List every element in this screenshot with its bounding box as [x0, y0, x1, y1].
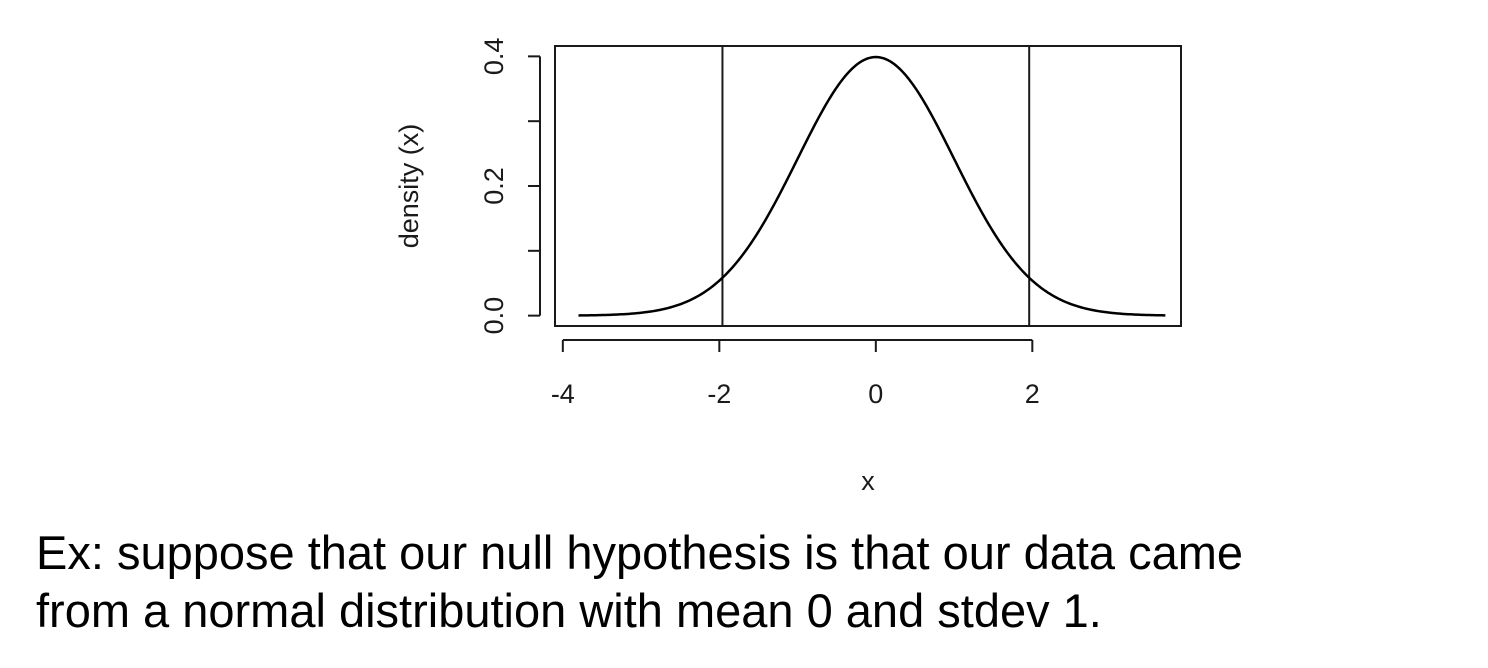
caption: Ex: suppose that our null hypothesis is …	[36, 524, 1476, 640]
y-tick-label: 0.4	[479, 38, 509, 76]
plot-frame	[554, 45, 1182, 327]
density-chart: -4 -2 0 2 0.0 0.2 0.4 x density (x)	[394, 38, 1182, 496]
x-tick-label: 0	[868, 379, 883, 409]
density-curve	[578, 55, 1166, 317]
caption-line-1: Ex: suppose that our null hypothesis is …	[36, 526, 1244, 579]
x-tick-label: -2	[707, 379, 731, 409]
y-tick-label: 0.0	[479, 297, 509, 335]
y-axis-label: density (x)	[394, 124, 424, 249]
x-tick-label: -4	[551, 379, 575, 409]
x-axis-label: x	[861, 466, 875, 496]
y-tick-label: 0.2	[479, 167, 509, 205]
y-axis: 0.0 0.2 0.4	[479, 38, 541, 335]
caption-line-2: from a normal distribution with mean 0 a…	[36, 584, 1102, 637]
vertical-lines	[721, 46, 1031, 326]
x-axis: -4 -2 0 2	[551, 339, 1040, 409]
x-tick-label: 2	[1025, 379, 1040, 409]
